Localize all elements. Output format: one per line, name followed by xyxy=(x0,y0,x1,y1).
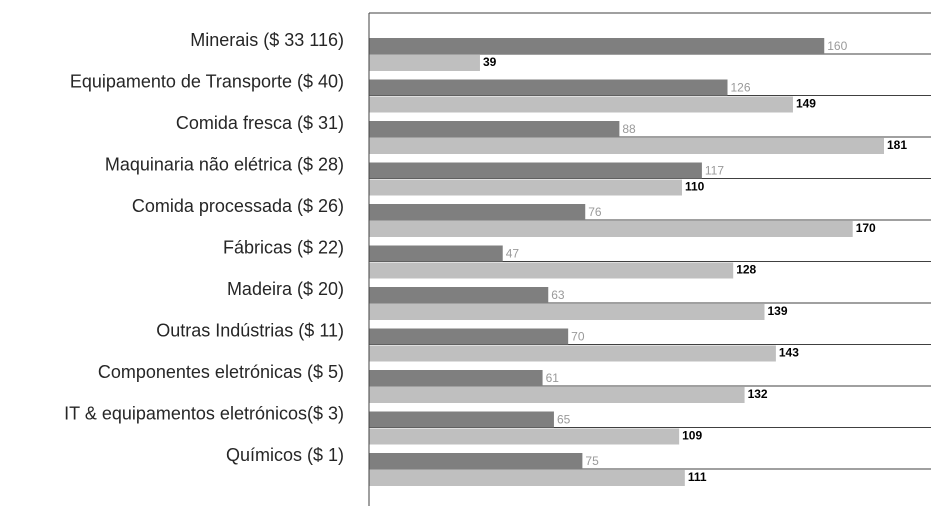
category-label: Componentes eletrónicas ($ 5) xyxy=(98,362,344,382)
data-label-series-b: 128 xyxy=(736,263,756,277)
data-label-series-b: 110 xyxy=(685,180,705,194)
bar-series-b xyxy=(369,179,682,196)
category-label: Comida processada ($ 26) xyxy=(132,196,344,216)
data-label-series-b: 170 xyxy=(856,221,876,235)
data-label-series-b: 111 xyxy=(688,470,707,484)
bar-series-b xyxy=(369,96,793,113)
bar-series-a xyxy=(369,162,702,179)
data-label-series-a: 75 xyxy=(585,454,599,468)
data-label-series-a: 160 xyxy=(827,39,847,53)
bar-series-a xyxy=(369,121,620,137)
bar-series-a xyxy=(369,245,503,262)
bar-series-a xyxy=(369,328,569,345)
bar-series-a xyxy=(369,287,549,303)
category-label: Outras Indústrias ($ 11) xyxy=(156,321,344,341)
data-label-series-a: 61 xyxy=(546,371,560,385)
bar-series-a xyxy=(369,79,728,96)
bar-series-b xyxy=(369,387,745,403)
category-label: Fábricas ($ 22) xyxy=(223,238,344,258)
data-label-series-a: 126 xyxy=(731,81,751,95)
bar-series-b xyxy=(369,221,853,237)
category-label: IT & equipamentos eletrónicos($ 3) xyxy=(64,404,344,424)
bar-series-a xyxy=(369,453,583,469)
category-label: Comida fresca ($ 31) xyxy=(176,113,344,133)
data-label-series-a: 70 xyxy=(571,330,585,344)
data-label-series-b: 149 xyxy=(796,97,816,111)
data-label-series-a: 65 xyxy=(557,413,571,427)
bar-series-b xyxy=(369,304,765,320)
data-label-series-a: 76 xyxy=(588,205,602,219)
data-label-series-a: 47 xyxy=(506,247,520,261)
data-label-series-b: 132 xyxy=(748,387,768,401)
data-label-series-b: 143 xyxy=(779,346,799,360)
data-label-series-b: 181 xyxy=(887,138,907,152)
bar-series-a xyxy=(369,411,554,428)
category-label: Maquinaria não elétrica ($ 28) xyxy=(105,155,344,175)
category-label: Químicos ($ 1) xyxy=(226,445,344,465)
category-label: Equipamento de Transporte ($ 40) xyxy=(70,72,344,92)
data-label-series-a: 117 xyxy=(705,164,724,178)
bar-series-b xyxy=(369,55,480,71)
bar-series-b xyxy=(369,428,680,445)
data-label-series-a: 63 xyxy=(551,288,565,302)
bar-series-b xyxy=(369,470,685,486)
category-label: Madeira ($ 20) xyxy=(227,279,344,299)
data-label-series-a: 88 xyxy=(622,122,636,136)
bar-series-a xyxy=(369,204,586,220)
bar-series-a xyxy=(369,370,543,386)
bar-series-b xyxy=(369,345,776,362)
bar-series-a xyxy=(369,38,825,54)
data-label-series-b: 139 xyxy=(767,304,787,318)
bar-series-b xyxy=(369,262,734,279)
category-label: Minerais ($ 33 116) xyxy=(190,30,344,50)
bar-series-b xyxy=(369,138,884,154)
data-label-series-b: 39 xyxy=(483,55,497,69)
data-label-series-b: 109 xyxy=(682,429,702,443)
